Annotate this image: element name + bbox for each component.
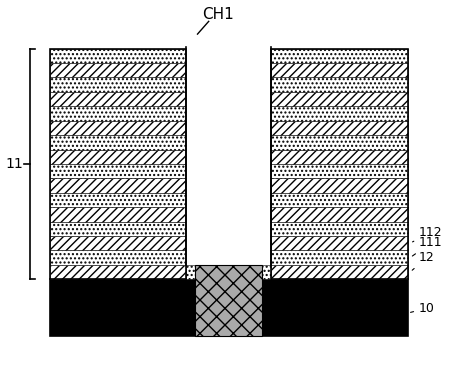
Bar [271, 236, 408, 250]
Bar [271, 106, 408, 121]
Bar [271, 150, 408, 164]
Text: 12: 12 [412, 251, 435, 270]
Bar [271, 92, 408, 106]
Bar [271, 49, 408, 279]
Bar [271, 49, 408, 63]
Text: 11: 11 [5, 157, 23, 171]
Text: CH1: CH1 [202, 7, 233, 22]
Bar [271, 135, 408, 150]
Bar [50, 92, 186, 106]
Bar [50, 121, 186, 135]
Bar [195, 265, 262, 336]
Text: 112: 112 [413, 225, 443, 242]
Bar [50, 207, 186, 221]
Bar [271, 207, 408, 221]
Bar [186, 47, 271, 265]
Bar [50, 135, 186, 150]
Bar [50, 250, 186, 265]
Bar [50, 49, 186, 63]
Bar [50, 279, 408, 336]
Bar [50, 150, 186, 164]
Bar [50, 236, 186, 250]
Bar [50, 265, 186, 279]
Bar [50, 63, 186, 78]
Bar [50, 221, 186, 236]
Bar [50, 49, 186, 279]
Bar [186, 265, 271, 279]
Bar [271, 193, 408, 207]
Bar [271, 250, 408, 265]
Bar [271, 178, 408, 193]
Bar [271, 164, 408, 178]
Bar [271, 63, 408, 78]
Bar [50, 106, 186, 121]
Bar [271, 265, 408, 279]
Bar [50, 193, 186, 207]
Bar [271, 221, 408, 236]
Bar [50, 164, 186, 178]
Bar [271, 78, 408, 92]
Text: 111: 111 [412, 236, 443, 256]
Bar [271, 121, 408, 135]
Bar [50, 178, 186, 193]
Bar [50, 78, 186, 92]
Text: 10: 10 [410, 302, 435, 315]
